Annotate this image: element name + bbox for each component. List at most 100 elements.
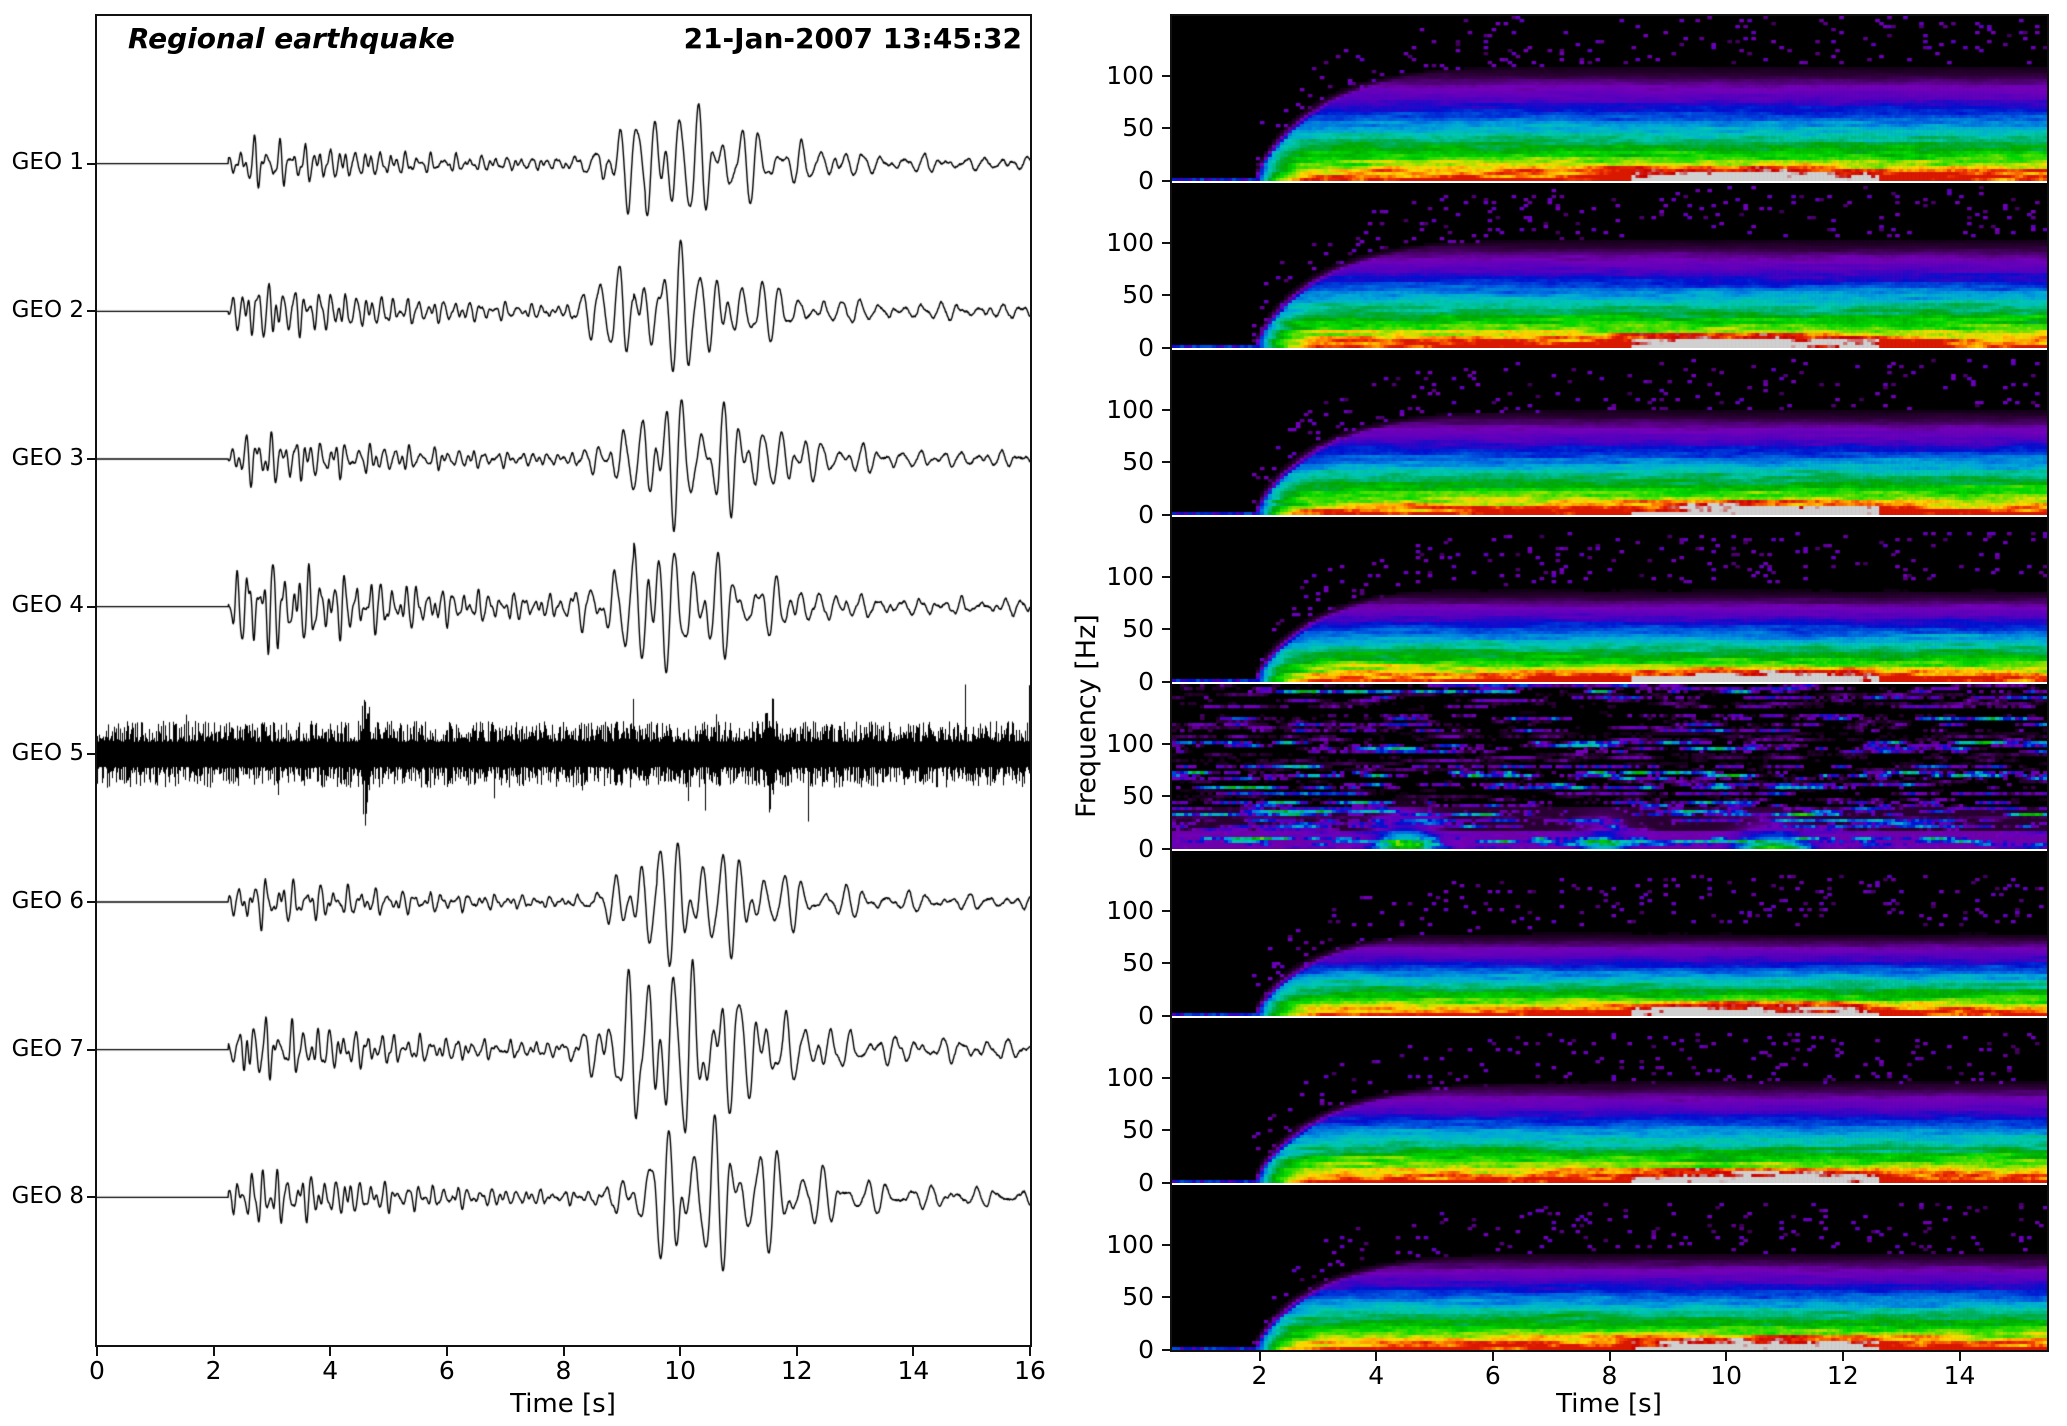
freq-tick [1162,1243,1170,1246]
freq-tick [1162,962,1170,965]
freq-tick [1162,461,1170,464]
event-timestamp: 21-Jan-2007 13:45:32 [683,22,1022,55]
freq-tick-label: 0 [1138,667,1154,696]
freq-tick [1162,909,1170,912]
x-tick-label: 6 [438,1356,455,1385]
trace-tick [87,310,95,313]
spectrogram-canvas-7 [1172,1018,2047,1183]
freq-tick [1162,1076,1170,1079]
x-tick-label: 10 [1710,1361,1743,1390]
x-tick [329,1347,332,1356]
x-tick-label: 10 [664,1356,697,1385]
x-tick [212,1347,215,1356]
x-tick [795,1347,798,1356]
freq-tick [1162,1349,1170,1351]
freq-tick-label: 100 [1106,895,1154,925]
x-tick [912,1347,915,1356]
x-tick [1029,1347,1031,1356]
freq-tick-label: 100 [1106,1062,1154,1092]
freq-tick [1162,127,1170,130]
x-tick-label: 4 [1368,1361,1385,1390]
freq-tick-label: 100 [1106,1229,1154,1259]
freq-tick-label: 0 [1138,1168,1154,1197]
x-tick-label: 12 [780,1356,813,1385]
freq-tick [1162,294,1170,297]
freq-tick [1162,1015,1170,1017]
freq-tick-label: 50 [1122,781,1154,811]
x-tick-label: 14 [897,1356,930,1385]
freq-tick [1162,628,1170,631]
freq-tick-label: 50 [1122,280,1154,310]
x-tick [679,1347,682,1356]
x-tick [562,1347,565,1356]
x-tick-label: 14 [1943,1361,1976,1390]
trace-tick [87,1196,95,1199]
freq-tick-label: 0 [1138,834,1154,863]
freq-tick-label: 100 [1106,728,1154,758]
spectrogram-canvas-1 [1172,16,2047,181]
trace-label-geo-8: GEO 8 [11,1183,84,1209]
trace-tick [87,162,95,165]
seismogram-canvas [97,16,1030,1345]
trace-tick [87,605,95,608]
freq-tick-label: 50 [1122,614,1154,644]
x-tick-label: 12 [1826,1361,1859,1390]
x-tick [1725,1352,1728,1361]
freq-tick [1162,241,1170,244]
freq-tick [1162,1182,1170,1184]
freq-tick-label: 100 [1106,60,1154,90]
trace-tick [87,1048,95,1051]
freq-tick [1162,575,1170,578]
freq-tick [1162,180,1170,182]
trace-label-geo-5: GEO 5 [11,740,84,766]
freq-tick-label: 100 [1106,561,1154,591]
trace-label-geo-1: GEO 1 [11,149,84,175]
freq-tick [1162,74,1170,77]
freq-tick-label: 0 [1138,1001,1154,1030]
x-tick-label: 4 [322,1356,339,1385]
freq-tick [1162,681,1170,683]
x-tick [1608,1352,1611,1361]
x-tick-label: 2 [205,1356,222,1385]
freq-tick-label: 0 [1138,500,1154,529]
freq-tick-label: 0 [1138,333,1154,362]
freq-tick [1162,742,1170,745]
spectrogram-canvas-6 [1172,851,2047,1016]
x-tick [1841,1352,1844,1361]
x-tick-label: 2 [1251,1361,1268,1390]
x-tick [1958,1352,1961,1361]
freq-tick-label: 100 [1106,394,1154,424]
trace-label-geo-4: GEO 4 [11,592,84,618]
freq-tick-label: 0 [1138,166,1154,195]
spectrogram-canvas-3 [1172,350,2047,515]
x-tick [1375,1352,1378,1361]
plot-title: Regional earthquake [128,22,455,55]
spectrogram-canvas-2 [1172,183,2047,348]
time-axis-label-seismograms: Time [s] [510,1389,616,1419]
spectrogram-canvas-4 [1172,517,2047,682]
time-axis-label-spectrograms: Time [s] [1556,1389,1662,1419]
trace-tick [87,901,95,903]
x-tick-label: 6 [1484,1361,1501,1390]
spectrogram-canvas-5 [1172,684,2047,849]
freq-tick-label: 50 [1122,113,1154,143]
freq-tick [1162,347,1170,349]
freq-tick-label: 50 [1122,948,1154,978]
freq-tick [1162,848,1170,850]
trace-label-geo-3: GEO 3 [11,445,84,471]
trace-tick [87,753,95,756]
freq-tick-label: 50 [1122,1282,1154,1312]
x-tick-label: 16 [1014,1356,1046,1385]
freq-tick [1162,1296,1170,1299]
x-tick [1491,1352,1494,1361]
freq-tick [1162,408,1170,411]
freq-tick-label: 100 [1106,227,1154,257]
freq-tick [1162,514,1170,516]
x-tick-label: 8 [555,1356,572,1385]
x-tick-label: 0 [89,1356,105,1385]
x-tick-label: 8 [1601,1361,1618,1390]
x-tick [445,1347,448,1356]
trace-label-geo-2: GEO 2 [11,297,84,323]
x-tick [1258,1352,1261,1361]
trace-label-geo-7: GEO 7 [11,1036,84,1062]
